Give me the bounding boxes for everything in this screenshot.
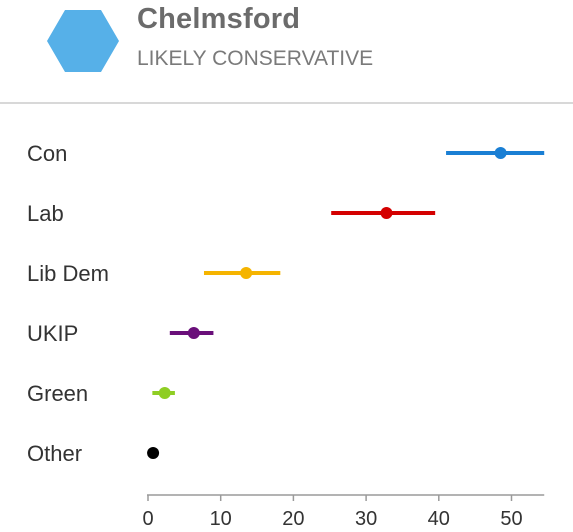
point-ukip	[187, 327, 200, 339]
header-divider	[0, 102, 573, 104]
constituency-title: Chelmsford	[137, 3, 301, 35]
party-label-green: Green	[27, 381, 88, 406]
point-lab	[380, 207, 393, 219]
x-tick-label-10: 10	[210, 508, 232, 530]
x-tick-label-50: 50	[500, 508, 522, 530]
point-con	[494, 147, 507, 159]
x-tick-label-0: 0	[142, 508, 153, 530]
x-tick-label-30: 30	[355, 508, 377, 530]
forecast-label: LIKELY CONSERVATIVE	[137, 47, 374, 70]
header: Chelmsford LIKELY CONSERVATIVE	[0, 0, 573, 103]
party-label-lab: Lab	[27, 201, 64, 226]
party-label-lib-dem: Lib Dem	[27, 261, 109, 286]
party-label-ukip: UKIP	[27, 321, 78, 346]
party-label-other: Other	[27, 441, 82, 466]
point-lib-dem	[240, 267, 253, 279]
party-label-con: Con	[27, 141, 67, 166]
x-tick-label-20: 20	[282, 508, 304, 530]
hexagon-icon	[47, 10, 119, 72]
point-green	[158, 387, 171, 399]
point-other	[147, 447, 160, 459]
x-tick-label-40: 40	[428, 508, 450, 530]
